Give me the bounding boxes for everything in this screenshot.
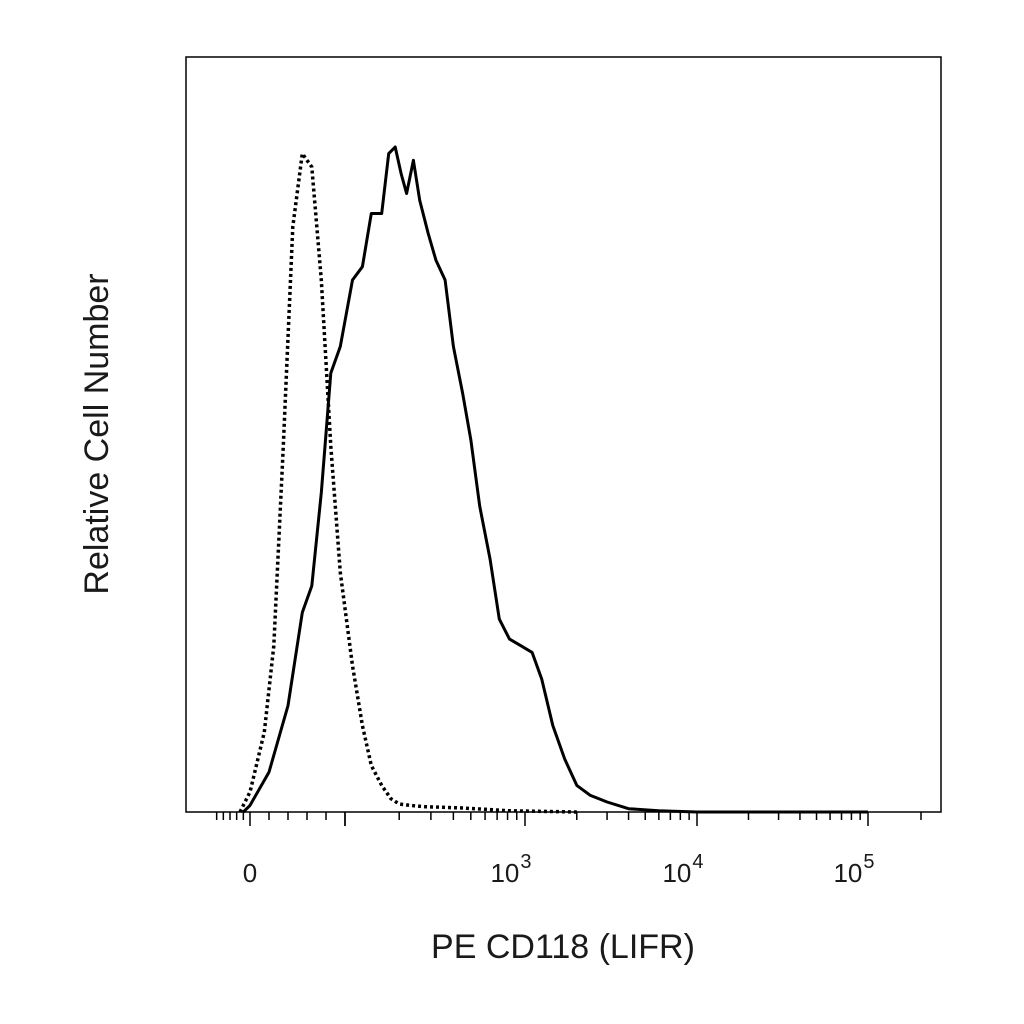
x-tick-label: 0: [243, 858, 257, 888]
histogram-series-stained: [242, 145, 868, 814]
x-tick-label: 103: [490, 851, 531, 888]
x-tick-label: 104: [662, 851, 703, 888]
x-axis-ticks: [215, 812, 922, 826]
histogram-series-control: [238, 151, 577, 814]
x-tick-label: 105: [833, 851, 874, 888]
x-axis-tick-labels: 0 103 104 105: [243, 851, 875, 888]
plot-frame: [185, 56, 942, 813]
series-layer: [238, 145, 868, 814]
y-axis-label: Relative Cell Number: [78, 273, 116, 594]
x-axis-label: PE CD118 (LIFR): [431, 928, 695, 966]
